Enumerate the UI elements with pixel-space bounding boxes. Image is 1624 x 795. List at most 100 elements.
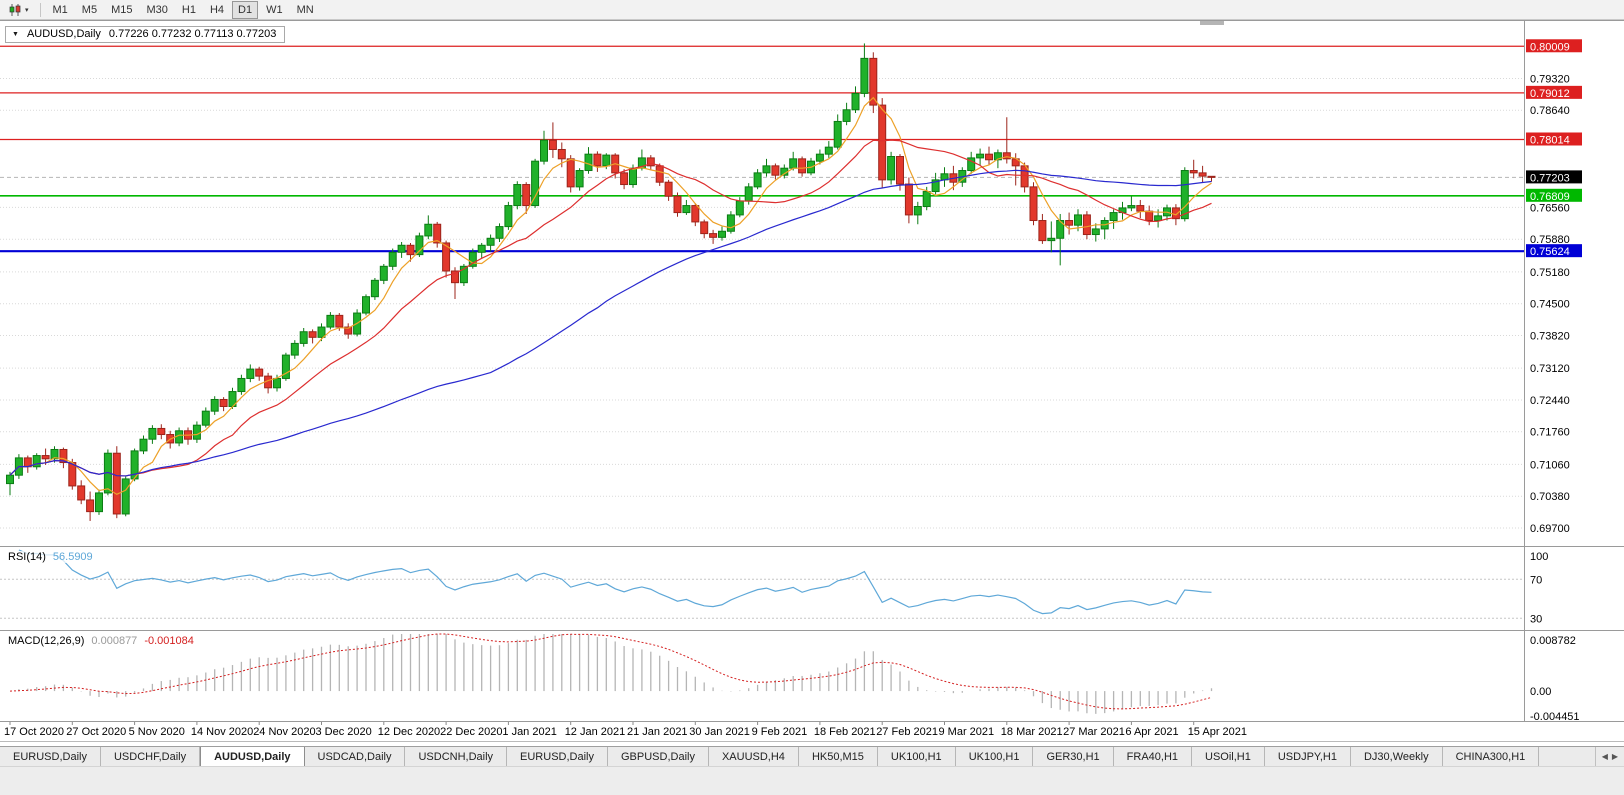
svg-text:0.77203: 0.77203 bbox=[1530, 172, 1570, 184]
rsi-name: RSI(14) bbox=[8, 551, 46, 563]
svg-text:-0.004451: -0.004451 bbox=[1530, 711, 1580, 723]
svg-text:0.75624: 0.75624 bbox=[1530, 246, 1570, 258]
svg-text:5 Nov 2020: 5 Nov 2020 bbox=[129, 726, 185, 738]
rsi-panel: 100 70 30 bbox=[0, 549, 1548, 625]
chart-tab-11-ger30-h1[interactable]: GER30,H1 bbox=[1033, 747, 1114, 766]
timeframe-button-m1[interactable]: M1 bbox=[47, 1, 74, 19]
svg-text:0.79012: 0.79012 bbox=[1530, 88, 1570, 100]
panel-borders bbox=[0, 20, 1624, 742]
svg-text:30: 30 bbox=[1530, 613, 1542, 625]
chart-tab-6-gbpusd-daily[interactable]: GBPUSD,Daily bbox=[608, 747, 709, 766]
svg-text:3 Dec 2020: 3 Dec 2020 bbox=[316, 726, 372, 738]
svg-text:30 Jan 2021: 30 Jan 2021 bbox=[689, 726, 750, 738]
svg-text:0.78014: 0.78014 bbox=[1530, 134, 1570, 146]
svg-text:0.70380: 0.70380 bbox=[1530, 491, 1570, 503]
macd-indicator-label: MACD(12,26,9) 0.000877 -0.001084 bbox=[6, 635, 196, 647]
timeframe-button-m15[interactable]: M15 bbox=[105, 1, 138, 19]
svg-text:17 Oct 2020: 17 Oct 2020 bbox=[4, 726, 64, 738]
date-axis: 17 Oct 2020 27 Oct 2020 5 Nov 2020 14 Nov 2… bbox=[4, 722, 1247, 738]
price-axis: 0.79320 0.78640 0.76560 0.75880 0.75180 0.745… bbox=[1530, 73, 1570, 535]
tab-scroll-right-icon[interactable]: ▶ bbox=[1611, 752, 1618, 761]
ma-14-line bbox=[9, 139, 1212, 477]
moving-average-lines bbox=[9, 96, 1212, 496]
chart-tab-gap bbox=[0, 742, 1624, 746]
svg-text:14 Nov 2020: 14 Nov 2020 bbox=[191, 726, 253, 738]
chart-ohlc-values: 0.77226 0.77232 0.77113 0.77203 bbox=[108, 28, 277, 40]
svg-text:0.72440: 0.72440 bbox=[1530, 395, 1570, 407]
svg-text:0.74500: 0.74500 bbox=[1530, 299, 1570, 311]
svg-text:27 Oct 2020: 27 Oct 2020 bbox=[66, 726, 126, 738]
candlestick-chart-icon bbox=[9, 3, 21, 16]
tab-scroll-left-icon[interactable]: ◀ bbox=[1601, 752, 1608, 761]
timeframe-button-d1[interactable]: D1 bbox=[232, 0, 259, 19]
toolbar-separator bbox=[39, 2, 41, 17]
candles-layer bbox=[6, 43, 1216, 521]
chart-tab-4-usdcnh-daily[interactable]: USDCNH,Daily bbox=[405, 747, 508, 766]
macd-panel: 0.008782 0.00 -0.004451 bbox=[9, 633, 1580, 723]
svg-text:9 Feb 2021: 9 Feb 2021 bbox=[752, 726, 808, 738]
chart-tab-12-fra40-h1[interactable]: FRA40,H1 bbox=[1113, 747, 1193, 766]
chart-tab-1-usdchf-daily[interactable]: USDCHF,Daily bbox=[100, 747, 201, 766]
chart-tab-0-eurusd-daily[interactable]: EURUSD,Daily bbox=[0, 747, 101, 766]
ma-55-line bbox=[9, 169, 1212, 477]
chart-tab-2-audusd-daily[interactable]: AUDUSD,Daily bbox=[200, 747, 305, 766]
chart-tab-14-usdjpy-h1[interactable]: USDJPY,H1 bbox=[1264, 747, 1351, 766]
chart-tab-10-uk100-h1[interactable]: UK100,H1 bbox=[955, 747, 1034, 766]
svg-text:0.69700: 0.69700 bbox=[1530, 523, 1570, 535]
svg-text:18 Mar 2021: 18 Mar 2021 bbox=[1001, 726, 1063, 738]
chevron-down-icon: ▾ bbox=[25, 6, 29, 14]
timeframe-buttons: M1 M5 M15 M30 H1 H4 D1 W1 MN bbox=[47, 0, 320, 19]
chart-tabs-bar: EURUSD,Daily USDCHF,Daily AUDUSD,Daily USDC… bbox=[0, 746, 1624, 766]
price-grid-layer bbox=[0, 77, 1524, 529]
svg-text:0.00: 0.00 bbox=[1530, 686, 1551, 698]
ma-5-line bbox=[9, 96, 1212, 496]
svg-text:1 Jan 2021: 1 Jan 2021 bbox=[502, 726, 556, 738]
chart-tab-9-uk100-h1[interactable]: UK100,H1 bbox=[877, 747, 956, 766]
chart-tab-8-hk50-m15[interactable]: HK50,M15 bbox=[798, 747, 878, 766]
svg-text:0.73820: 0.73820 bbox=[1530, 330, 1570, 342]
chart-scrollbar-thumb[interactable] bbox=[1200, 21, 1224, 25]
svg-text:100: 100 bbox=[1530, 551, 1548, 563]
macd-main-value: 0.000877 bbox=[91, 635, 138, 647]
rsi-indicator-label: RSI(14) 56.5909 bbox=[6, 551, 95, 563]
svg-text:0.76560: 0.76560 bbox=[1530, 202, 1570, 214]
svg-text:0.76809: 0.76809 bbox=[1530, 191, 1570, 203]
one-click-trading-arrow-icon[interactable]: ▼ bbox=[12, 30, 19, 38]
chart-tab-16-china300-h1[interactable]: CHINA300,H1 bbox=[1442, 747, 1540, 766]
horizontal-level-lines bbox=[0, 45, 1524, 253]
svg-text:27 Mar 2021: 27 Mar 2021 bbox=[1063, 726, 1125, 738]
timeframe-button-mn[interactable]: MN bbox=[291, 1, 320, 19]
timeframe-toolbar: ▾ M1 M5 M15 M30 H1 H4 D1 W1 MN bbox=[0, 0, 1624, 20]
svg-text:27 Feb 2021: 27 Feb 2021 bbox=[876, 726, 938, 738]
chart-title-box: ▼ AUDUSD,Daily 0.77226 0.77232 0.77113 0… bbox=[5, 26, 286, 43]
chart-style-button[interactable]: ▾ bbox=[4, 2, 34, 18]
price-tags: 0.80009 0.79012 0.78014 0.76809 0.75624 0.772… bbox=[1526, 39, 1582, 258]
svg-text:0.80009: 0.80009 bbox=[1530, 41, 1570, 53]
svg-text:0.78640: 0.78640 bbox=[1530, 105, 1570, 117]
svg-text:0.71060: 0.71060 bbox=[1530, 459, 1570, 471]
svg-text:70: 70 bbox=[1530, 574, 1542, 586]
chart-tab-15-dj30-weekly[interactable]: DJ30,Weekly bbox=[1350, 747, 1443, 766]
chart-tab-7-xauusd-h4[interactable]: XAUUSD,H4 bbox=[708, 747, 799, 766]
timeframe-button-h1[interactable]: H1 bbox=[176, 1, 202, 19]
chart-tab-13-usoil-h1[interactable]: USOil,H1 bbox=[1192, 747, 1265, 766]
svg-text:0.75880: 0.75880 bbox=[1530, 234, 1570, 246]
timeframe-button-m5[interactable]: M5 bbox=[76, 1, 103, 19]
timeframe-button-m30[interactable]: M30 bbox=[140, 1, 173, 19]
macd-signal-value: -0.001084 bbox=[144, 635, 194, 647]
timeframe-button-h4[interactable]: H4 bbox=[204, 1, 230, 19]
svg-text:0.75180: 0.75180 bbox=[1530, 267, 1570, 279]
svg-text:0.79320: 0.79320 bbox=[1530, 73, 1570, 85]
chart-tab-3-usdcad-daily[interactable]: USDCAD,Daily bbox=[304, 747, 406, 766]
svg-text:22 Dec 2020: 22 Dec 2020 bbox=[440, 726, 502, 738]
rsi-line bbox=[18, 549, 1212, 615]
rsi-value: 56.5909 bbox=[52, 551, 93, 563]
tab-scroll-buttons: ◀ ▶ bbox=[1594, 747, 1624, 766]
chart-canvas[interactable]: 0.79320 0.78640 0.76560 0.75880 0.75180 0.745… bbox=[0, 20, 1624, 742]
chart-tab-5-eurusd-daily[interactable]: EURUSD,Daily bbox=[507, 747, 608, 766]
svg-text:12 Jan 2021: 12 Jan 2021 bbox=[565, 726, 626, 738]
svg-text:0.71760: 0.71760 bbox=[1530, 427, 1570, 439]
svg-text:0.73120: 0.73120 bbox=[1530, 363, 1570, 375]
timeframe-button-w1[interactable]: W1 bbox=[260, 1, 289, 19]
svg-text:12 Dec 2020: 12 Dec 2020 bbox=[378, 726, 440, 738]
